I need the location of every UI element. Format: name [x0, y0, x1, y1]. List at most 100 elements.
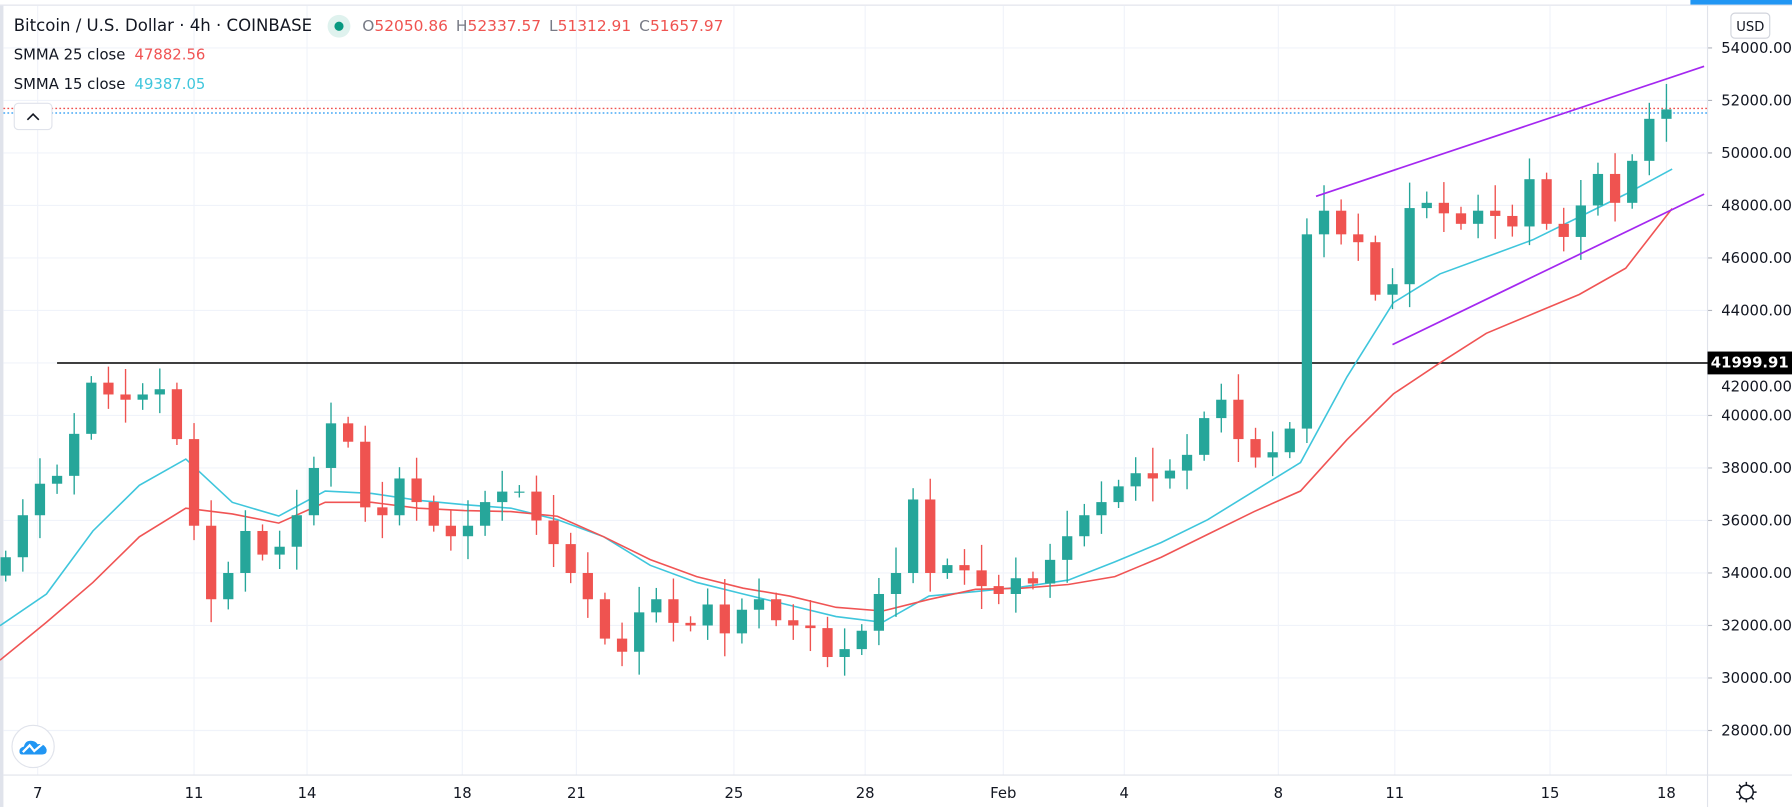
- candle-up: [702, 604, 713, 626]
- y-tick-label: 30000.00: [1721, 670, 1792, 687]
- candle-up: [394, 478, 405, 516]
- indicator-label: SMMA 15 close: [13, 76, 126, 94]
- trendline-lower: [1392, 193, 1705, 346]
- y-tick-label: 42000.00: [1721, 379, 1792, 396]
- candle-up: [1404, 208, 1415, 285]
- chevron-up-icon: [26, 113, 40, 121]
- candle-up: [839, 649, 850, 657]
- tradingview-cloud-icon: [19, 740, 47, 755]
- candle-up: [34, 483, 46, 516]
- candle-up: [1284, 428, 1295, 453]
- candle-down: [1353, 234, 1364, 243]
- candle-down: [771, 599, 782, 621]
- currency-button[interactable]: USD: [1730, 12, 1771, 39]
- y-tick-label: 52000.00: [1721, 93, 1792, 110]
- collapse-legend-button[interactable]: [13, 102, 53, 131]
- candle-up: [1627, 160, 1638, 203]
- settings-gear-icon[interactable]: [1734, 780, 1759, 805]
- candle-up: [240, 530, 251, 573]
- candle-up: [1592, 173, 1604, 206]
- candle-up: [69, 433, 80, 476]
- candle-down: [171, 389, 183, 440]
- candle-down: [788, 620, 799, 626]
- ohlc-low-value: 51312.91: [557, 17, 632, 36]
- candle-down: [103, 382, 114, 395]
- candle-down: [1336, 210, 1347, 235]
- candle-down: [342, 423, 354, 442]
- market-status-dot-icon[interactable]: [328, 14, 351, 38]
- candle-down: [120, 394, 131, 400]
- candle-up: [223, 572, 234, 600]
- candle-down: [822, 628, 833, 657]
- ohlc-open-value: 52050.86: [374, 17, 448, 36]
- candle-down: [1250, 439, 1261, 458]
- smma-line-15: [0, 168, 1673, 627]
- candle-up: [0, 557, 11, 576]
- candle-down: [188, 439, 200, 526]
- candle-down: [531, 491, 542, 521]
- x-tick-label: 4: [1120, 785, 1129, 802]
- candle-up: [462, 525, 474, 537]
- x-tick-label: 14: [298, 785, 317, 802]
- candle-down: [1233, 399, 1244, 440]
- candle-up: [1267, 452, 1278, 458]
- candle-up: [154, 389, 165, 395]
- candle-up: [479, 502, 491, 526]
- candle-up: [1113, 486, 1124, 503]
- ohlc-high: H52337.57: [456, 17, 541, 35]
- candle-up: [1164, 470, 1176, 479]
- candle-down: [1609, 173, 1621, 203]
- candle-up: [1318, 210, 1330, 235]
- x-tick-label: 18: [1657, 785, 1676, 802]
- candle-up: [753, 599, 765, 610]
- indicator-value: 47882.56: [134, 46, 206, 64]
- trendline-upper: [1315, 65, 1705, 198]
- y-tick-label: 40000.00: [1721, 408, 1792, 425]
- x-tick-label: 21: [567, 785, 586, 802]
- candle-up: [497, 491, 508, 503]
- candle-down: [411, 478, 422, 503]
- top-toolbar-edge: [0, 0, 1792, 6]
- symbol-title[interactable]: Bitcoin / U.S. Dollar · 4h · COINBASE: [13, 17, 313, 36]
- candle-down: [805, 625, 816, 629]
- indicator-smma25[interactable]: SMMA 25 close 47882.56: [14, 43, 732, 68]
- ohlc-low: L51312.91: [549, 17, 631, 35]
- candle-down: [1147, 473, 1158, 479]
- candle-up: [1044, 559, 1056, 584]
- x-tick-label: 11: [185, 785, 204, 802]
- x-tick-label: 11: [1385, 785, 1404, 802]
- candle-down: [1558, 223, 1569, 237]
- indicator-smma15[interactable]: SMMA 15 close 49387.05: [14, 73, 732, 98]
- candle-up: [634, 612, 645, 652]
- candle-up: [514, 491, 525, 493]
- candle-up: [907, 499, 919, 573]
- candle-up: [1575, 205, 1586, 237]
- toolbar-accent[interactable]: [1690, 0, 1792, 5]
- ohlc-open-label: O: [362, 17, 375, 36]
- candle-down: [445, 525, 456, 537]
- candle-down: [668, 599, 679, 623]
- candle-up: [1524, 179, 1535, 227]
- tradingview-logo-button[interactable]: [11, 724, 55, 769]
- candle-down: [719, 604, 730, 634]
- y-tick-label: 54000.00: [1721, 40, 1792, 57]
- candle-up: [736, 609, 748, 634]
- y-tick-label: 34000.00: [1721, 565, 1792, 582]
- candle-up: [1181, 454, 1193, 471]
- candle-up: [1062, 536, 1073, 560]
- x-tick-label: 18: [453, 785, 472, 802]
- candle-up: [873, 593, 885, 631]
- ohlc-close-value: 51657.97: [649, 17, 724, 36]
- candle-down: [1027, 578, 1039, 584]
- smma-line-25: [0, 208, 1673, 661]
- indicator-label: SMMA 25 close: [13, 46, 126, 64]
- candle-down: [360, 441, 371, 508]
- candle-up: [1661, 109, 1672, 119]
- candle-up: [1421, 202, 1432, 209]
- candle-up: [86, 382, 97, 434]
- candle-up: [856, 630, 867, 650]
- y-tick-label: 38000.00: [1721, 460, 1792, 477]
- x-tick-label: 8: [1274, 785, 1283, 802]
- candle-down: [976, 570, 987, 587]
